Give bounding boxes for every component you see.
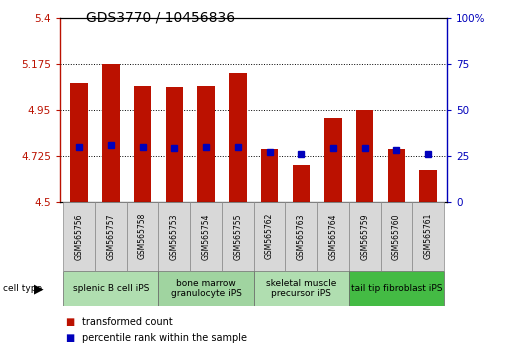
FancyBboxPatch shape bbox=[63, 202, 95, 271]
Bar bbox=[419, 170, 437, 202]
Bar bbox=[388, 149, 405, 202]
FancyBboxPatch shape bbox=[381, 202, 412, 271]
FancyBboxPatch shape bbox=[254, 202, 286, 271]
Text: GSM565753: GSM565753 bbox=[170, 213, 179, 259]
Text: GSM565755: GSM565755 bbox=[233, 213, 242, 259]
FancyBboxPatch shape bbox=[254, 271, 349, 306]
Text: ■: ■ bbox=[65, 317, 75, 327]
Text: tail tip fibroblast iPS: tail tip fibroblast iPS bbox=[350, 284, 442, 293]
FancyBboxPatch shape bbox=[95, 202, 127, 271]
Text: GSM565760: GSM565760 bbox=[392, 213, 401, 259]
Text: GSM565758: GSM565758 bbox=[138, 213, 147, 259]
Text: ▶: ▶ bbox=[35, 282, 44, 295]
Bar bbox=[71, 83, 88, 202]
Text: GSM565756: GSM565756 bbox=[75, 213, 84, 259]
FancyBboxPatch shape bbox=[158, 271, 254, 306]
Text: cell type: cell type bbox=[3, 284, 42, 293]
Text: GSM565763: GSM565763 bbox=[297, 213, 306, 259]
Bar bbox=[292, 165, 310, 202]
Text: GSM565754: GSM565754 bbox=[201, 213, 211, 259]
Bar bbox=[166, 87, 183, 202]
FancyBboxPatch shape bbox=[349, 271, 444, 306]
Text: GSM565761: GSM565761 bbox=[424, 213, 433, 259]
Text: splenic B cell iPS: splenic B cell iPS bbox=[73, 284, 149, 293]
FancyBboxPatch shape bbox=[63, 271, 158, 306]
Bar bbox=[356, 110, 373, 202]
Text: GSM565764: GSM565764 bbox=[328, 213, 337, 259]
FancyBboxPatch shape bbox=[412, 202, 444, 271]
Text: transformed count: transformed count bbox=[82, 317, 173, 327]
Bar bbox=[102, 64, 120, 202]
Text: bone marrow
granulocyte iPS: bone marrow granulocyte iPS bbox=[170, 279, 242, 298]
Bar bbox=[134, 86, 151, 202]
Bar bbox=[261, 149, 278, 202]
FancyBboxPatch shape bbox=[222, 202, 254, 271]
Text: ■: ■ bbox=[65, 333, 75, 343]
FancyBboxPatch shape bbox=[158, 202, 190, 271]
Text: percentile rank within the sample: percentile rank within the sample bbox=[82, 333, 247, 343]
FancyBboxPatch shape bbox=[349, 202, 381, 271]
FancyBboxPatch shape bbox=[286, 202, 317, 271]
Bar bbox=[197, 86, 215, 202]
Text: GSM565757: GSM565757 bbox=[106, 213, 116, 259]
Bar bbox=[229, 73, 246, 202]
Text: GSM565762: GSM565762 bbox=[265, 213, 274, 259]
Text: GSM565759: GSM565759 bbox=[360, 213, 369, 259]
Bar bbox=[324, 118, 342, 202]
FancyBboxPatch shape bbox=[190, 202, 222, 271]
Text: skeletal muscle
precursor iPS: skeletal muscle precursor iPS bbox=[266, 279, 336, 298]
Text: GDS3770 / 10456836: GDS3770 / 10456836 bbox=[86, 11, 235, 25]
FancyBboxPatch shape bbox=[127, 202, 158, 271]
FancyBboxPatch shape bbox=[317, 202, 349, 271]
